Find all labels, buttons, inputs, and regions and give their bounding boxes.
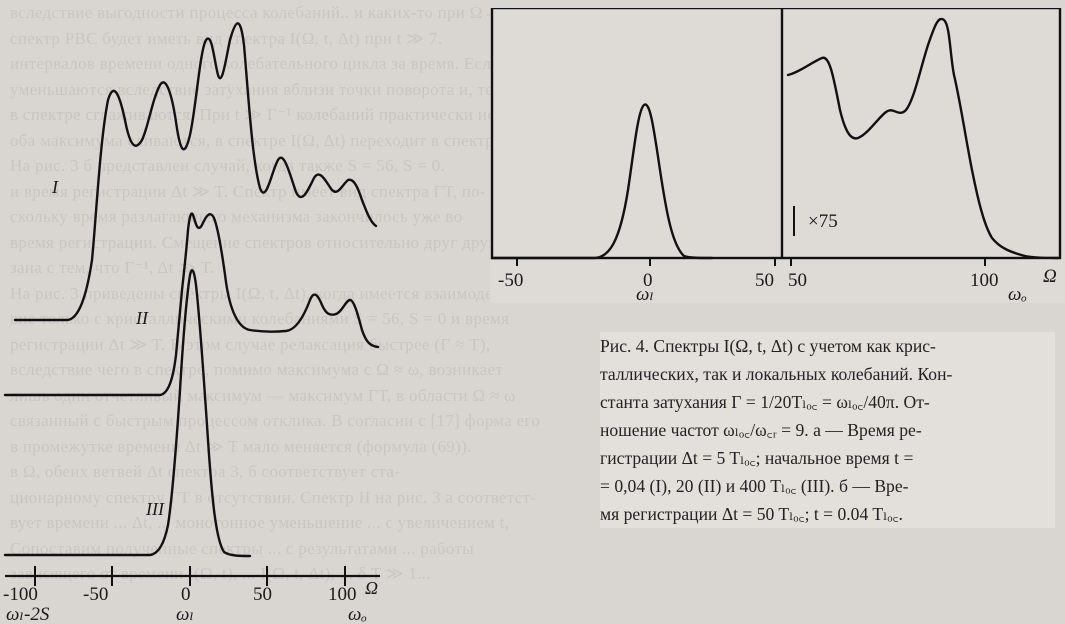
scale-note-x75: ×75 [808,211,838,232]
label-omega-l-b: ωₗ [636,284,654,303]
spectrum-curve-III [3,269,252,558]
axis-label-omega-b: Ω [1043,266,1057,287]
x-tick-label-b-right-50: 50 [788,270,807,291]
caption-line: гистрации Δt = 5 Tₗₒ꜀; начальное время t… [600,448,914,468]
label-omega-o-a: ωₒ [348,604,367,624]
figure-panel-b: ×75 -50 0 50 50 100 Ω ωₗ ωₒ [490,8,1065,303]
curve-label-II: II [135,308,149,328]
label-omega-o-b: ωₒ [1008,284,1027,303]
axis-label-omega-a: Ω [365,578,378,598]
spectrum-curve-b-left [490,103,714,260]
x-tick-label-b-100: 100 [970,270,999,291]
x-tick-label-b-minus50: -50 [498,270,523,291]
curve-label-III: III [145,499,165,519]
x-tick-label-b-50: 50 [755,270,774,291]
curve-label-I: I [51,177,59,197]
caption-line: мя регистрации Δt = 50 Tₗₒ꜀; t = 0.04 Tₗ… [600,504,903,524]
caption-line: = 0,04 (I), 20 (II) и 400 Tₗₒ꜀ (III). б … [600,476,909,496]
x-tick-label-a-50: 50 [253,584,272,605]
caption-line: станта затухания Γ = 1/20Tₗₒ꜀ = ωₗₒ꜀/40π… [600,392,930,412]
figure-caption: Рис. 4. Спектры I(Ω, t, Δt) с учетом как… [600,332,1055,528]
label-omega-l-minus-2s: ωₗ-2S [6,604,50,624]
x-tick-label-b-0: 0 [643,270,653,291]
x-tick-label-a-100: 100 [328,584,357,605]
x-tick-label-a-0: 0 [181,584,191,605]
spectrum-curve-I [13,22,378,322]
spectrum-curve-b-right [786,17,1060,260]
x-tick-label-a-minus100: -100 [3,584,38,605]
caption-line: ношение частот ωₗₒ꜀/ω꜀ᵣ = 9. а — Время р… [600,420,922,440]
figure-panel-a: I II III -100 -50 0 50 100 Ω ωₗ-2S ωₗ ωₒ [3,22,380,624]
x-tick-label-a-minus50: -50 [83,584,108,605]
caption-line: Рис. 4. Спектры I(Ω, t, Δt) с учетом как… [600,336,936,356]
caption-line: таллических, так и локальных колебаний. … [600,364,953,384]
spectrum-curve-II [3,212,380,397]
label-omega-l-a: ωₗ [176,604,194,624]
